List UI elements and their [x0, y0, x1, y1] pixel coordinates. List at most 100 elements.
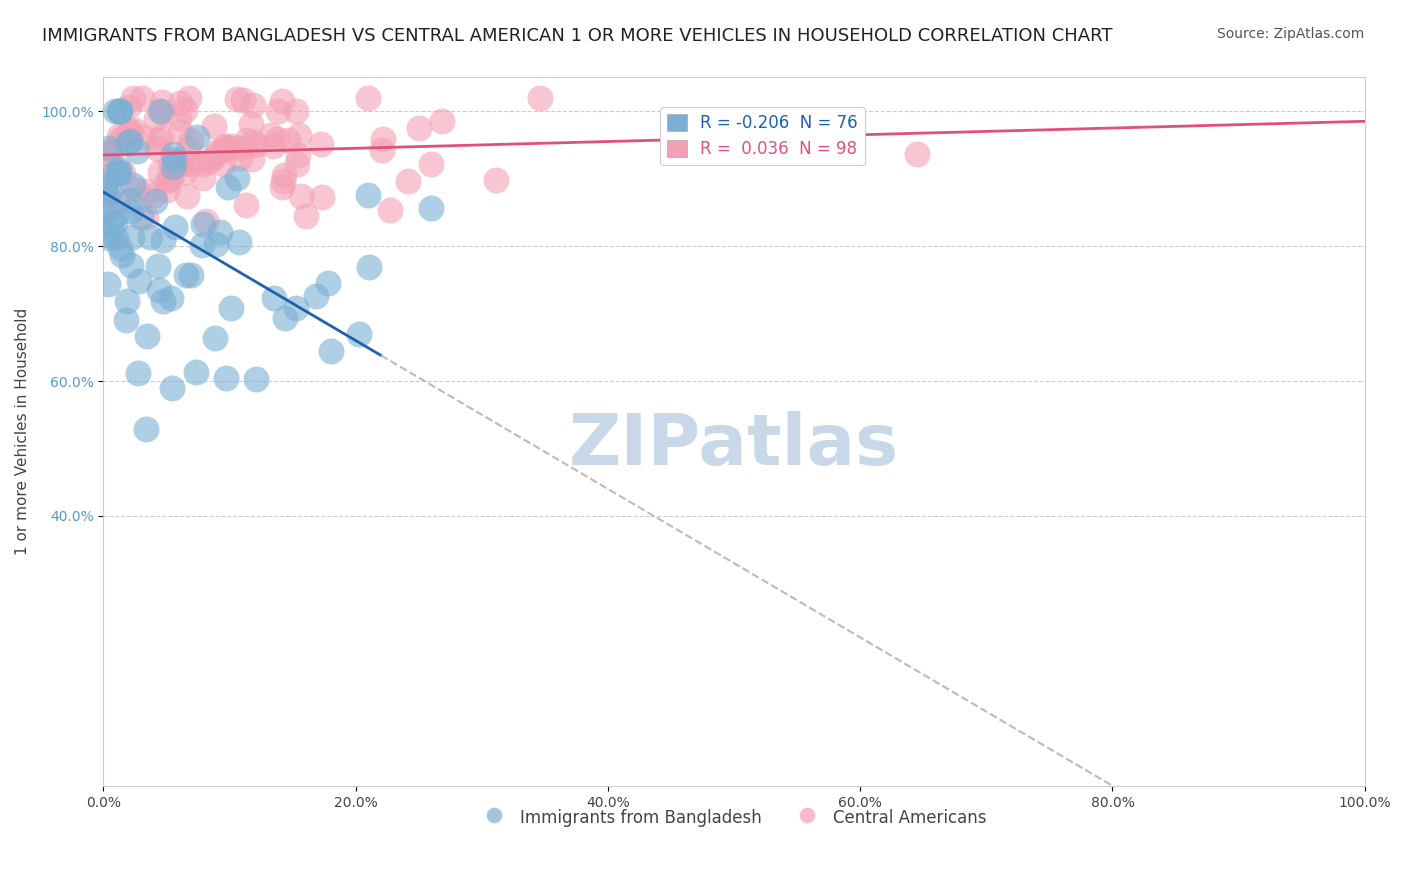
- Point: [198, 154, 221, 169]
- Point: [208, 225, 231, 239]
- Point: [270, 94, 292, 108]
- Point: [148, 283, 170, 297]
- Point: [207, 144, 229, 158]
- Point: [105, 138, 128, 153]
- Point: [94, 192, 117, 206]
- Point: [229, 151, 252, 165]
- Point: [149, 104, 172, 119]
- Point: [165, 220, 187, 235]
- Point: [160, 171, 183, 186]
- Point: [122, 123, 145, 137]
- Point: [122, 178, 145, 193]
- Point: [242, 97, 264, 112]
- Point: [94, 186, 117, 201]
- Point: [215, 370, 238, 384]
- Point: [110, 248, 132, 262]
- Point: [107, 167, 129, 181]
- Point: [274, 310, 297, 325]
- Point: [107, 104, 129, 119]
- Text: Source: ZipAtlas.com: Source: ZipAtlas.com: [1216, 27, 1364, 41]
- Point: [174, 268, 197, 282]
- Point: [408, 120, 430, 135]
- Point: [105, 231, 128, 245]
- Point: [214, 139, 236, 153]
- Point: [96, 227, 118, 242]
- Point: [200, 153, 222, 167]
- Point: [98, 141, 121, 155]
- Point: [145, 112, 167, 127]
- Point: [97, 277, 120, 292]
- Point: [117, 125, 139, 139]
- Point: [529, 91, 551, 105]
- Point: [290, 188, 312, 202]
- Point: [318, 276, 340, 290]
- Point: [176, 155, 198, 169]
- Point: [186, 130, 208, 145]
- Point: [226, 171, 249, 186]
- Point: [191, 156, 214, 170]
- Point: [191, 237, 214, 252]
- Point: [173, 165, 195, 179]
- Point: [118, 134, 141, 148]
- Point: [101, 161, 124, 175]
- Point: [260, 128, 283, 143]
- Point: [347, 327, 370, 342]
- Point: [305, 289, 328, 303]
- Point: [121, 229, 143, 244]
- Point: [169, 124, 191, 138]
- Text: ZIPatlas: ZIPatlas: [569, 411, 898, 480]
- Point: [277, 133, 299, 147]
- Point: [110, 104, 132, 119]
- Point: [108, 104, 131, 119]
- Point: [179, 157, 201, 171]
- Point: [118, 193, 141, 207]
- Point: [191, 217, 214, 231]
- Point: [156, 174, 179, 188]
- Point: [143, 194, 166, 209]
- Point: [207, 145, 229, 160]
- Point: [215, 140, 238, 154]
- Point: [125, 181, 148, 195]
- Point: [420, 157, 443, 171]
- Point: [284, 104, 307, 119]
- Point: [110, 241, 132, 255]
- Point: [117, 100, 139, 114]
- Point: [267, 103, 290, 118]
- Point: [131, 130, 153, 145]
- Point: [193, 170, 215, 185]
- Point: [136, 184, 159, 198]
- Point: [136, 329, 159, 343]
- Point: [228, 235, 250, 250]
- Point: [266, 132, 288, 146]
- Point: [98, 145, 121, 160]
- Point: [152, 104, 174, 119]
- Point: [287, 147, 309, 161]
- Point: [228, 141, 250, 155]
- Point: [357, 260, 380, 274]
- Point: [148, 142, 170, 156]
- Point: [117, 293, 139, 308]
- Point: [93, 178, 115, 192]
- Point: [149, 165, 172, 179]
- Point: [287, 157, 309, 171]
- Point: [221, 139, 243, 153]
- Point: [152, 234, 174, 248]
- Point: [243, 135, 266, 149]
- Point: [162, 381, 184, 395]
- Point: [287, 128, 309, 143]
- Point: [905, 147, 928, 161]
- Point: [150, 130, 173, 145]
- Point: [100, 216, 122, 230]
- Point: [94, 147, 117, 161]
- Point: [104, 104, 127, 119]
- Point: [150, 95, 173, 109]
- Point: [100, 185, 122, 199]
- Point: [169, 158, 191, 172]
- Point: [152, 293, 174, 308]
- Point: [309, 137, 332, 152]
- Point: [120, 204, 142, 219]
- Point: [174, 103, 197, 117]
- Legend: Immigrants from Bangladesh, Central Americans: Immigrants from Bangladesh, Central Amer…: [475, 800, 994, 834]
- Point: [156, 183, 179, 197]
- Point: [118, 123, 141, 137]
